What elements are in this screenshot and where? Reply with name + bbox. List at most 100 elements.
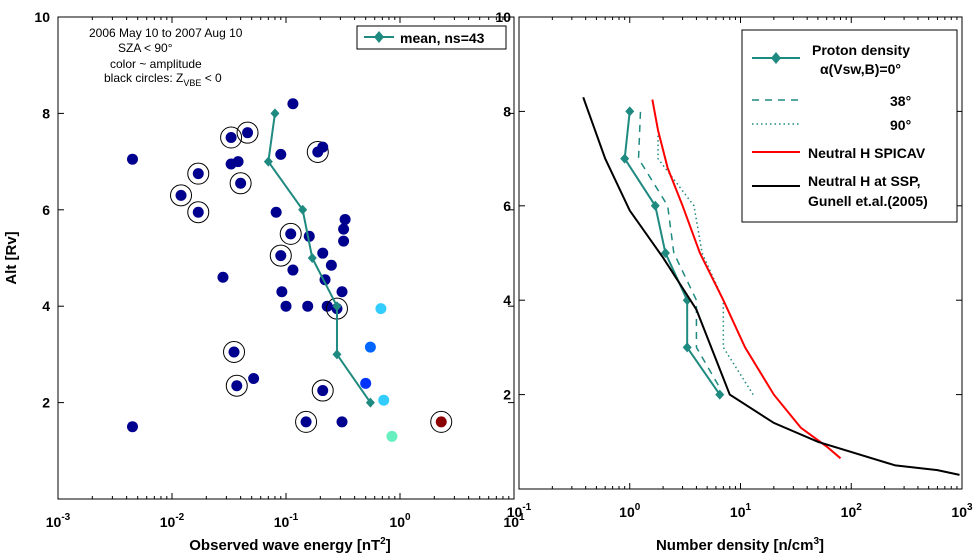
left-x-tick-label: 10-2 xyxy=(160,512,185,530)
data-point xyxy=(225,132,237,143)
data-point xyxy=(378,394,390,406)
left-x-tick-label: 10-1 xyxy=(274,512,299,530)
left-y-tick-label: 8 xyxy=(42,105,50,121)
left-plot-area xyxy=(57,16,515,500)
data-point xyxy=(175,189,187,201)
negative-zvbe-ring xyxy=(187,162,210,185)
series-p0-marker xyxy=(625,106,635,117)
right-y-tick-label: 8 xyxy=(503,103,511,119)
negative-zvbe-ring xyxy=(225,374,248,397)
right-x-axis-label: Number density [n/cm3] xyxy=(656,536,824,554)
negative-zvbe-ring xyxy=(430,410,453,433)
negative-zvbe-ring xyxy=(229,172,252,195)
series-p38-line xyxy=(637,111,719,386)
negative-zvbe-ring xyxy=(220,126,243,149)
left-y-tick-label: 4 xyxy=(42,298,50,314)
left-y-axis-label: Alt [Rv] xyxy=(3,231,20,284)
data-point xyxy=(375,303,387,315)
data-point xyxy=(336,416,348,428)
data-point xyxy=(338,223,350,235)
left-panel: 10-3 10-2 10-1 100 101 2 4 6 8 10 Observed wave … xyxy=(3,9,525,554)
right-x-tick-label: 10-1 xyxy=(507,502,532,520)
series-ssp-line xyxy=(582,96,960,476)
series-p0-marker xyxy=(650,200,660,211)
left-legend-box xyxy=(356,25,507,50)
negative-zvbe-ring xyxy=(306,140,329,163)
right-x-tick-label: 102 xyxy=(841,502,863,520)
series-spicav-line xyxy=(651,99,842,460)
data-point xyxy=(231,380,243,392)
left-x-tick-label: 101 xyxy=(503,512,525,530)
legend-ssp-label: Neutral H at SSP, xyxy=(808,173,921,189)
mean-marker xyxy=(332,301,342,312)
left-y-axis: 2 4 6 8 10 xyxy=(34,9,514,411)
negative-zvbe-ring xyxy=(311,379,334,402)
negative-zvbe-ring xyxy=(279,222,302,245)
legend-proton-label: Proton density xyxy=(812,42,910,58)
right-plot-area xyxy=(518,16,963,490)
left-scatter-points xyxy=(126,98,453,442)
right-panel: 10-1 100 101 102 103 2 4 6 8 10 Number density [… xyxy=(495,9,973,554)
series-p0-marker xyxy=(620,153,630,164)
data-point xyxy=(232,156,244,168)
series-p0-marker xyxy=(715,389,725,400)
data-point xyxy=(276,286,288,298)
negative-zvbe-ring xyxy=(187,201,210,224)
right-x-tick-label: 100 xyxy=(619,502,641,520)
series-p0-marker xyxy=(660,248,670,258)
data-point xyxy=(242,127,254,139)
left-x-axis: 10-3 10-2 10-1 100 101 xyxy=(46,17,525,530)
data-point xyxy=(270,206,282,218)
legend-90-label: 90° xyxy=(890,117,911,133)
data-point xyxy=(228,346,240,358)
right-y-tick-label: 10 xyxy=(495,9,511,25)
mean-marker xyxy=(307,253,317,263)
sza-text: SZA < 90° xyxy=(118,41,173,55)
data-point xyxy=(336,286,348,298)
data-point xyxy=(386,430,398,442)
annotation-block: 2006 May 10 to 2007 Aug 10 SZA < 90° col… xyxy=(89,26,243,88)
series-p0-marker xyxy=(682,342,692,353)
left-x-axis-label: Observed wave energy [nT2] xyxy=(189,536,390,554)
legend-mean-label: mean, ns=43 xyxy=(400,30,485,46)
left-legend: mean, ns=43 xyxy=(356,25,507,50)
data-point xyxy=(192,168,204,180)
data-point xyxy=(317,385,329,397)
data-point xyxy=(217,271,229,283)
data-point xyxy=(126,421,138,433)
legend-spicav-label: Neutral H SPICAV xyxy=(808,145,926,161)
circles-note-text: black circles: ZVBE < 0 xyxy=(104,71,222,88)
data-point xyxy=(339,213,351,225)
data-point xyxy=(302,300,314,312)
legend-ssp-ref: Gunell et.al.(2005) xyxy=(808,193,928,209)
mean-marker xyxy=(270,108,280,119)
data-point xyxy=(192,206,204,218)
data-point xyxy=(285,228,297,240)
date-range-text: 2006 May 10 to 2007 Aug 10 xyxy=(89,26,243,40)
right-y-tick-label: 4 xyxy=(503,292,511,308)
left-y-tick-label: 10 xyxy=(34,9,50,25)
right-series xyxy=(582,96,960,476)
data-point xyxy=(275,148,287,160)
data-point xyxy=(338,235,350,247)
negative-zvbe-ring xyxy=(269,244,292,267)
data-point xyxy=(360,377,372,389)
data-point xyxy=(364,341,376,353)
mean-marker xyxy=(263,156,273,167)
left-y-tick-label: 6 xyxy=(42,202,50,218)
data-point xyxy=(435,416,447,428)
negative-zvbe-ring xyxy=(295,410,318,433)
data-point xyxy=(317,247,329,259)
data-point xyxy=(235,177,247,189)
mean-marker xyxy=(365,397,375,408)
data-point xyxy=(248,373,260,384)
legend-38-label: 38° xyxy=(890,93,911,109)
legend-proton-diamond xyxy=(771,52,781,64)
right-x-axis: 10-1 100 101 102 103 xyxy=(507,17,973,520)
left-x-tick-label: 100 xyxy=(389,512,411,530)
color-note-text: color ~ amplitude xyxy=(110,57,202,71)
data-point xyxy=(300,416,312,428)
legend-mean-diamond xyxy=(374,31,384,43)
data-point xyxy=(287,98,299,110)
series-p90-line xyxy=(657,135,754,396)
